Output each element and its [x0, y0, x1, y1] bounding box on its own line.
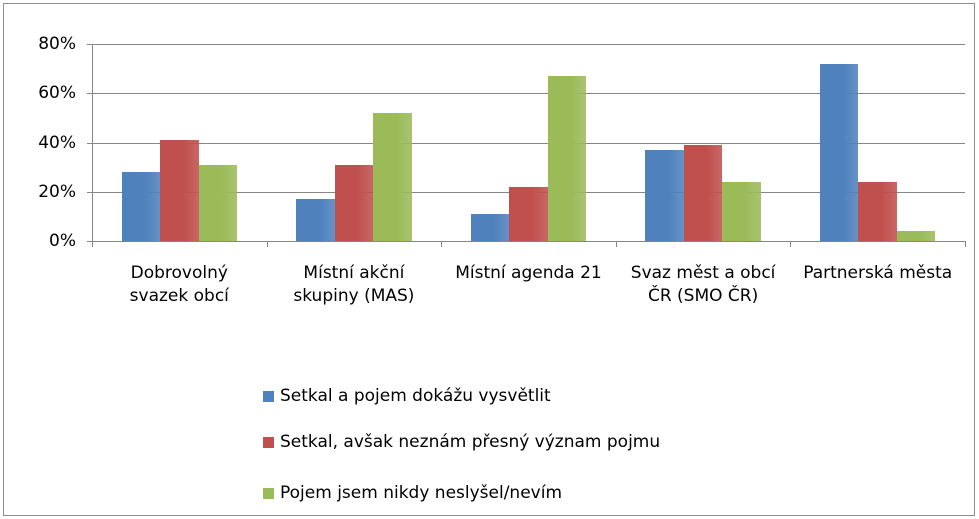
bar — [373, 112, 412, 241]
bar — [198, 164, 238, 241]
y-tick-mark — [87, 143, 92, 144]
x-tick-label: Místní agenda 21 — [455, 263, 602, 283]
x-tick-mark — [965, 241, 966, 247]
legend-label: Pojem jsem nikdy neslyšel/nevím — [280, 483, 563, 503]
y-tick-label: 80% — [38, 34, 76, 54]
bar — [509, 186, 548, 241]
bar — [645, 149, 684, 241]
y-axis — [92, 44, 93, 242]
bar — [683, 144, 723, 241]
y-tick-mark — [87, 241, 92, 242]
bar — [722, 181, 761, 241]
y-tick-label: 60% — [38, 83, 76, 104]
bar — [819, 63, 859, 241]
bar — [547, 76, 587, 241]
y-tick-mark — [87, 93, 92, 94]
x-tick-label: Svaz měst a obcí ČR (SMO ČR) — [630, 263, 776, 306]
x-tick-label: Partnerská města — [803, 263, 953, 283]
y-tick-label: 0% — [49, 231, 76, 251]
bar — [470, 213, 510, 241]
bar — [858, 181, 897, 241]
x-tick-mark — [790, 241, 791, 247]
x-tick-mark — [441, 241, 442, 247]
bar — [296, 199, 335, 241]
y-tick-mark — [87, 44, 92, 45]
legend-swatch — [263, 437, 274, 448]
chart-frame — [3, 3, 975, 516]
grid-line — [92, 143, 965, 144]
x-tick-label: Místní akční skupiny (MAS) — [293, 263, 415, 306]
x-tick-label: Dobrovolný svazek obcí — [129, 263, 229, 306]
y-tick-mark — [87, 192, 92, 193]
legend-label: Setkal a pojem dokážu vysvětlit — [280, 386, 551, 406]
bar — [334, 164, 374, 241]
grid-line — [92, 241, 965, 242]
bar — [160, 140, 199, 241]
legend-swatch — [263, 488, 274, 499]
bar — [896, 231, 936, 241]
x-tick-mark — [267, 241, 268, 247]
bar — [121, 172, 161, 241]
x-tick-mark — [616, 241, 617, 247]
x-tick-mark — [92, 241, 93, 247]
grid-line — [92, 93, 965, 94]
y-tick-label: 40% — [38, 132, 76, 153]
grid-line — [92, 44, 965, 45]
legend-swatch — [263, 391, 274, 402]
y-tick-label: 20% — [38, 181, 76, 202]
legend-label: Setkal, avšak neznám přesný význam pojmu — [280, 432, 661, 452]
